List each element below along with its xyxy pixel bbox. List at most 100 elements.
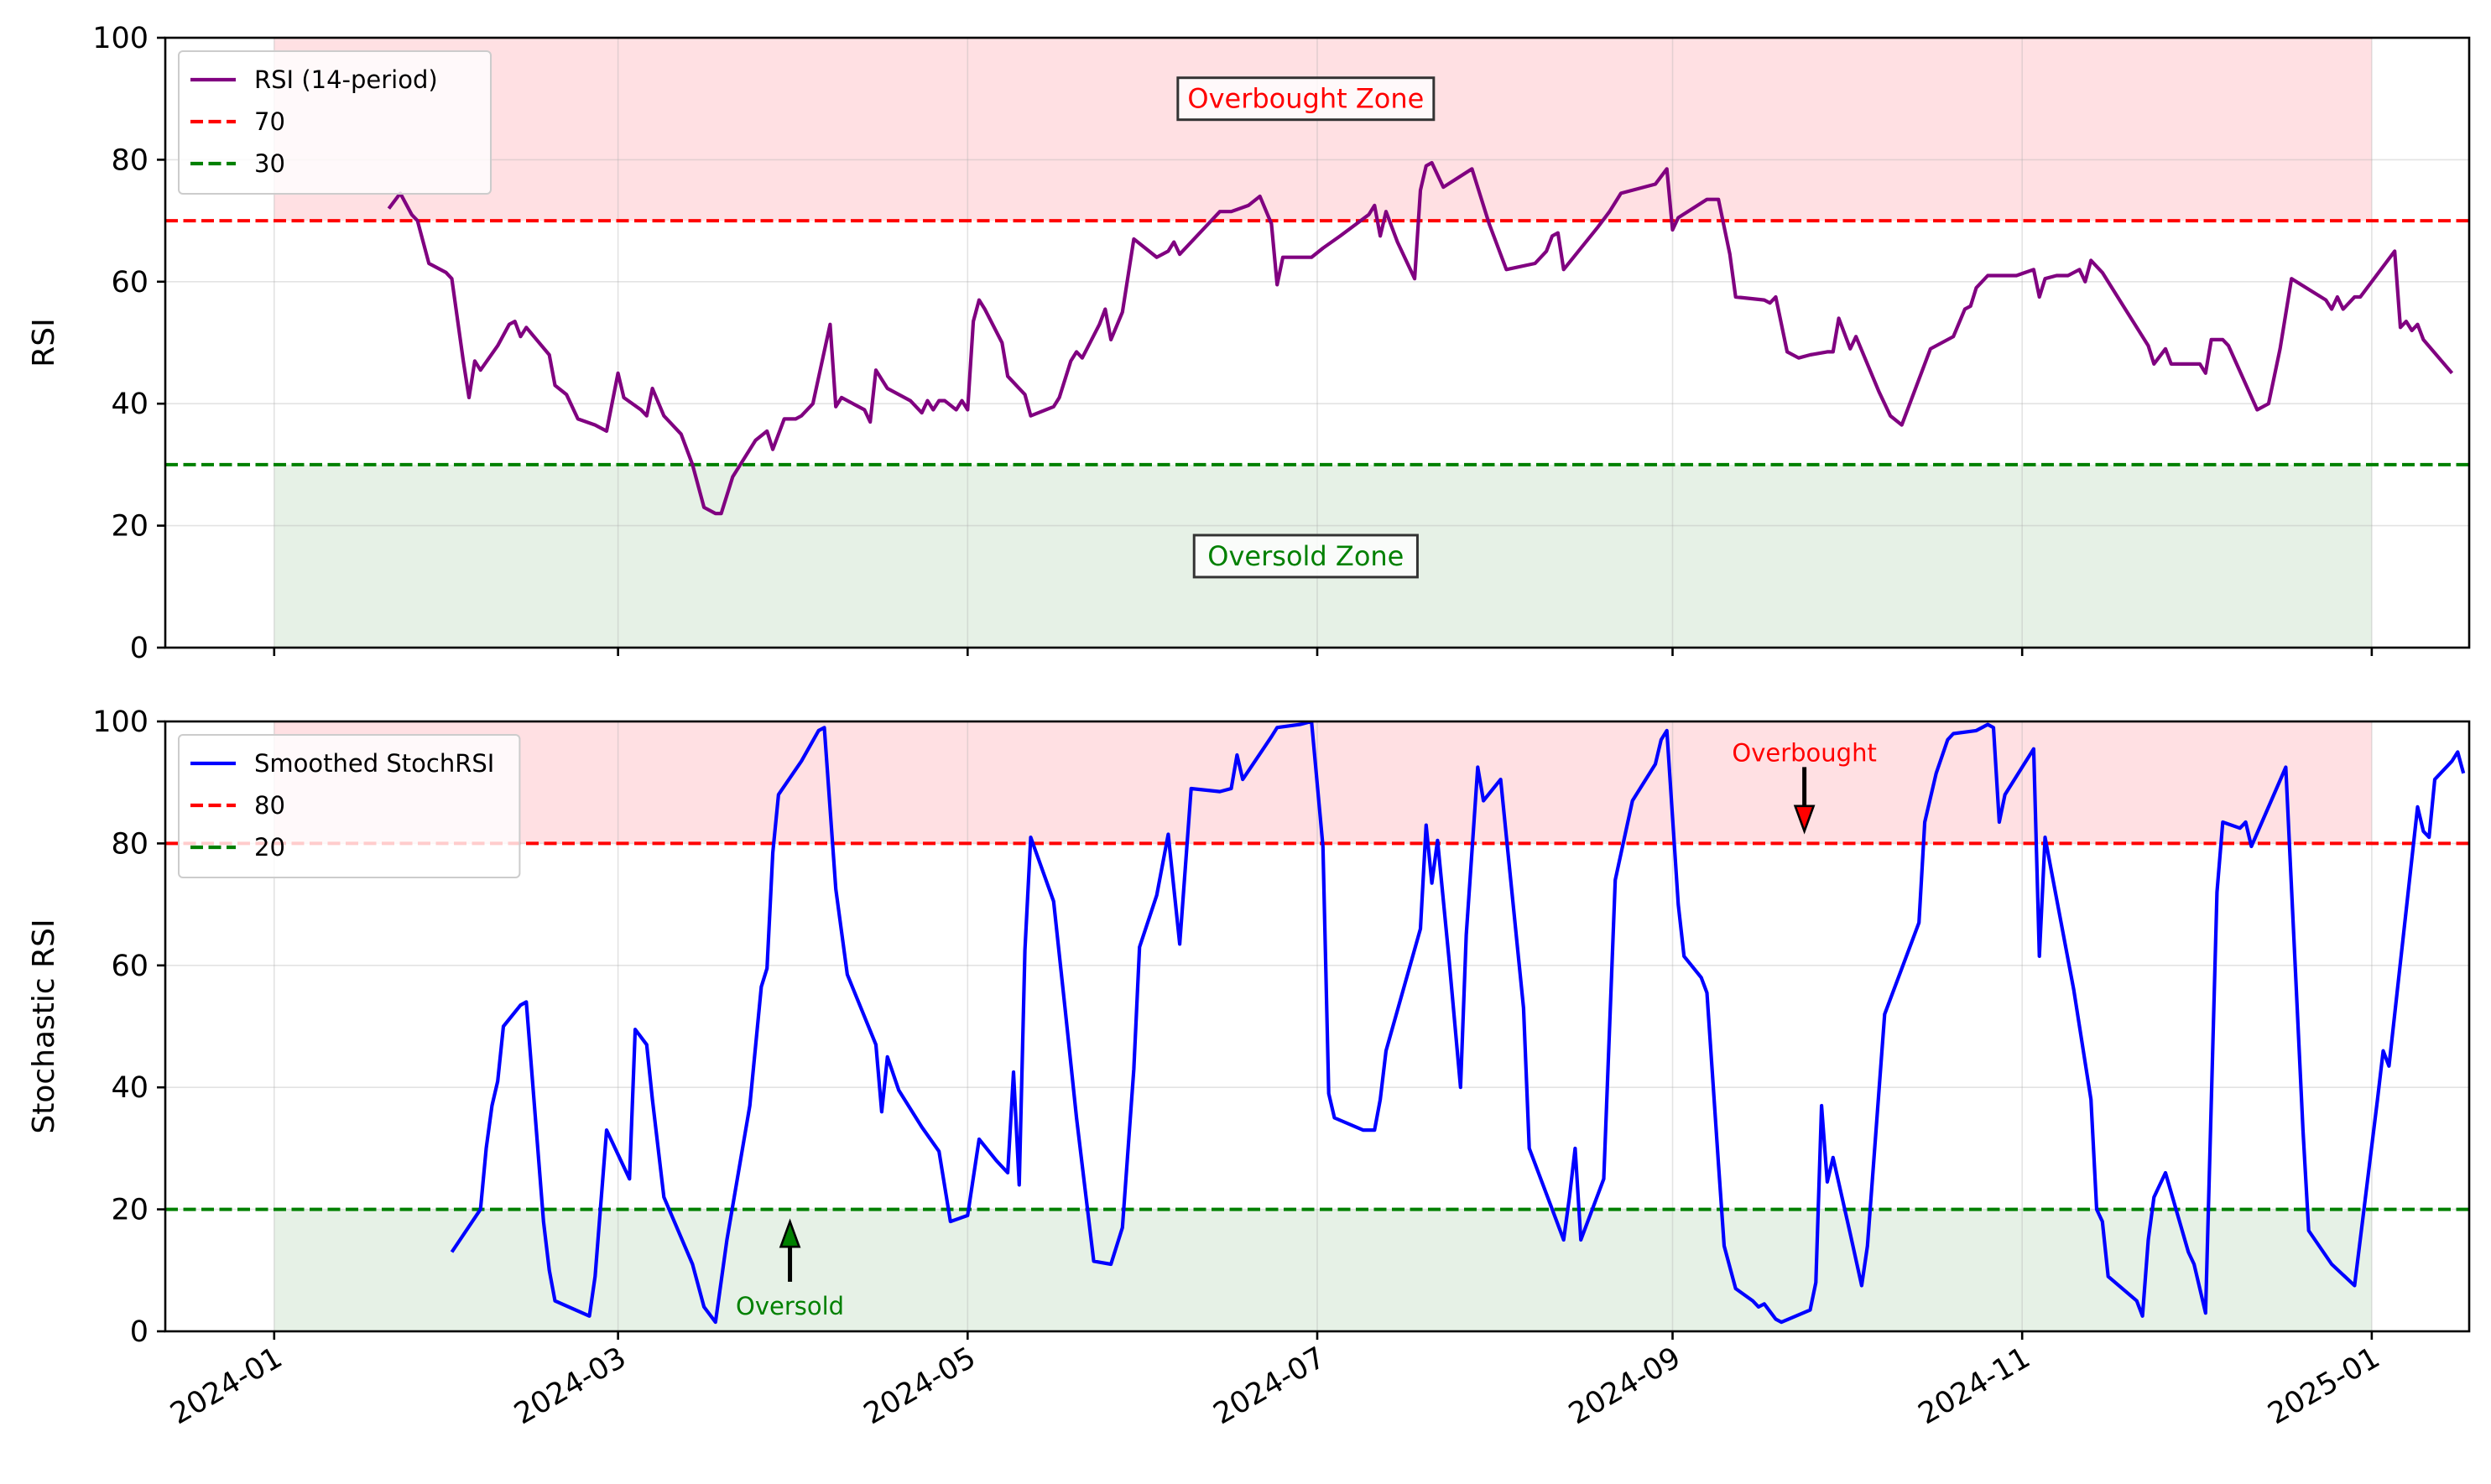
data-point [542,1220,545,1223]
y-tick-label: 0 [130,632,149,665]
data-point [2038,295,2041,299]
data-point [2244,820,2248,824]
data-point [1946,738,1949,742]
data-point [1832,350,1835,353]
data-point [1000,341,1003,344]
legend-label: 20 [254,833,285,862]
data-point [2221,820,2224,824]
data-point [645,1043,649,1046]
data-point [1917,378,1920,381]
data-point [410,213,414,216]
data-point [1052,899,1055,903]
data-point [748,1104,752,1107]
data-point [1441,185,1445,189]
data-point [2324,299,2327,302]
data-point [2077,268,2081,271]
data-point [2210,338,2213,341]
x-tick-label: 2024-11 [1913,1341,2036,1432]
y-tick-label: 40 [111,1071,149,1105]
data-point [1826,350,1829,353]
data-point [1092,1259,1096,1263]
data-point [1259,195,1262,198]
data-point [662,1195,665,1199]
data-point [1952,732,1955,735]
y-axis-label: RSI [27,318,61,367]
data-point [1327,1091,1331,1095]
data-point [1837,316,1841,320]
data-point [2393,249,2396,253]
data-point [1247,204,1250,207]
data-point [2238,826,2242,830]
data-point [2415,323,2419,326]
data-point [1528,1147,1531,1150]
data-point [1670,228,1674,232]
data-point [2043,836,2046,839]
data-point [1229,210,1232,213]
y-tick-label: 40 [111,388,149,421]
data-point [1178,942,1181,945]
data-point [1482,799,1485,802]
legend-label: Smoothed StochRSI [254,749,494,778]
zone-label-box [1176,76,1436,122]
data-point [1132,1067,1135,1070]
data-point [1431,882,1434,885]
data-point [1218,210,1222,213]
data-point [1006,1171,1009,1174]
data-point [1534,262,1537,265]
data-point [720,512,723,515]
data-point [1425,824,1428,827]
data-point [1545,249,1548,253]
data-point [937,399,941,403]
data-point [1998,820,2001,824]
data-point [1413,277,1416,280]
data-point [1734,1287,1738,1290]
data-point [617,372,620,375]
data-point [1808,1309,1811,1312]
data-point [1321,845,1325,848]
data-point [2399,325,2402,329]
data-point [2032,747,2035,751]
data-point [450,1250,453,1253]
data-point [868,420,872,424]
data-point [496,344,499,347]
data-point [2032,268,2035,271]
data-point [2204,372,2207,375]
data-point [2462,772,2465,775]
data-point [2249,845,2253,848]
data-point [2072,988,2076,992]
data-point [2456,750,2459,753]
data-point [519,335,522,338]
data-point [651,1098,654,1101]
data-point [1676,903,1680,906]
data-point [1665,167,1669,170]
data-point [2146,344,2150,347]
zone-band-0 [274,38,2372,221]
data-point [1728,253,1732,256]
data-point [1338,234,1342,237]
data-point [834,888,837,891]
data-point [617,1153,620,1156]
data-point [2204,1311,2207,1315]
data-point [605,430,608,433]
data-point [1848,1232,1852,1236]
data-point [1029,836,1032,839]
legend-label: 30 [254,149,285,178]
data-point [2215,891,2218,894]
data-point [1665,729,1669,732]
data-point [2336,295,2339,299]
data-point [1751,1299,1754,1303]
legend-box [178,50,492,195]
data-point [1384,210,1388,213]
data-point [1848,347,1852,351]
data-point [1963,307,1967,310]
data-point [2055,273,2058,277]
data-point [1465,933,1468,936]
data-point [2043,277,2046,280]
data-point [2170,362,2173,366]
data-point [1568,1195,1571,1199]
annotation-label: Overbought [1732,738,1876,767]
data-point [2290,277,2293,280]
data-point [834,405,837,409]
data-point [524,325,528,329]
data-point [2198,362,2202,366]
